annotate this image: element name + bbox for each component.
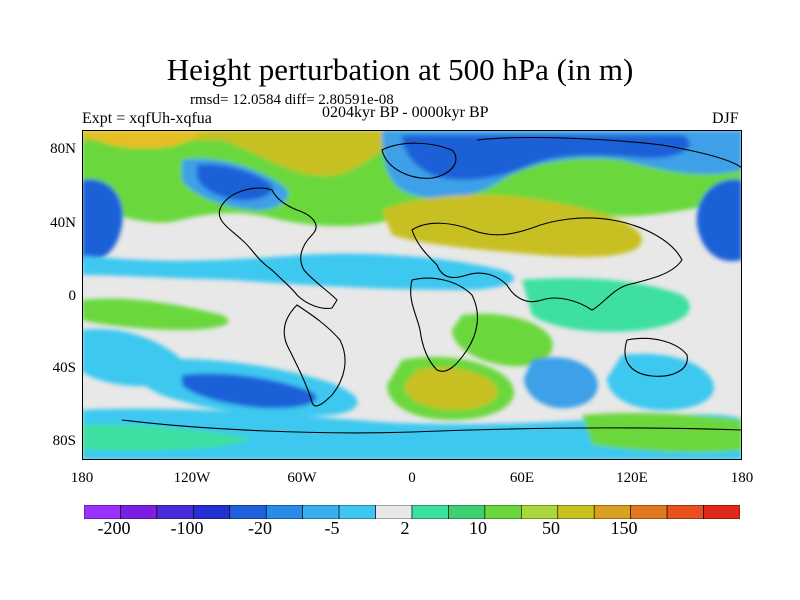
- colorbar-cell: [521, 505, 559, 519]
- field-north: [82, 130, 742, 262]
- colorbar-cell: [120, 505, 158, 519]
- colorbar-cell: [703, 505, 740, 519]
- colorbar-cell: [666, 505, 704, 519]
- stats-label: rmsd= 12.0584 diff= 2.80591e-08: [190, 92, 394, 108]
- field-tropics: [82, 253, 690, 367]
- colorbar-cell: [193, 505, 231, 519]
- lat-tick-label: 80N: [50, 141, 76, 157]
- colorbar-cell: [84, 505, 121, 519]
- colorbar-cell: [484, 505, 522, 519]
- lon-tick-label: 180: [730, 470, 754, 486]
- colorbar-cell: [265, 505, 303, 519]
- lon-tick-label: 60W: [287, 470, 317, 486]
- lat-tick-label: 80S: [52, 433, 76, 449]
- lon-tick-label: 120W: [173, 470, 211, 486]
- lon-tick-label: 180: [70, 470, 94, 486]
- colorbar-cell: [411, 505, 449, 519]
- coastlines: [121, 136, 742, 434]
- colorbar-cell: [229, 505, 267, 519]
- colorbar-cell: [156, 505, 194, 519]
- lon-tick-label: 120E: [616, 470, 648, 486]
- colorbar-label: 10: [469, 518, 487, 538]
- colorbar-cell: [593, 505, 631, 519]
- colorbar-cell: [375, 505, 413, 519]
- lat-tick-label: 40S: [52, 360, 76, 376]
- colorbar-label: -100: [170, 518, 204, 538]
- field-south: [82, 329, 742, 460]
- lon-tick-label: 60E: [509, 470, 535, 486]
- lon-tick-label: 0: [408, 470, 416, 486]
- colorbar-cell: [302, 505, 340, 519]
- colorbar-label: -200: [97, 518, 131, 538]
- experiment-label: Expt = xqfUh-xqfua: [82, 110, 212, 127]
- colorbar: [84, 505, 740, 519]
- season-label: DJF: [712, 110, 739, 127]
- lat-tick-label: 40N: [50, 215, 76, 231]
- colorbar-label: -20: [248, 518, 272, 538]
- colorbar-cell: [448, 505, 486, 519]
- colorbar-label: 2: [400, 518, 410, 538]
- colorbar-label: -5: [324, 518, 340, 538]
- colorbar-label: 50: [542, 518, 560, 538]
- lat-tick-label: 0: [68, 288, 77, 304]
- period-label: 0204kyr BP - 0000kyr BP: [322, 104, 489, 121]
- map-frame: [82, 130, 742, 460]
- colorbar-cell: [630, 505, 668, 519]
- colorbar-cell: [338, 505, 376, 519]
- map-title: Height perturbation at 500 hPa (in m): [166, 52, 634, 87]
- contour-map: [82, 130, 742, 460]
- colorbar-cell: [557, 505, 595, 519]
- colorbar-label: 150: [610, 518, 638, 538]
